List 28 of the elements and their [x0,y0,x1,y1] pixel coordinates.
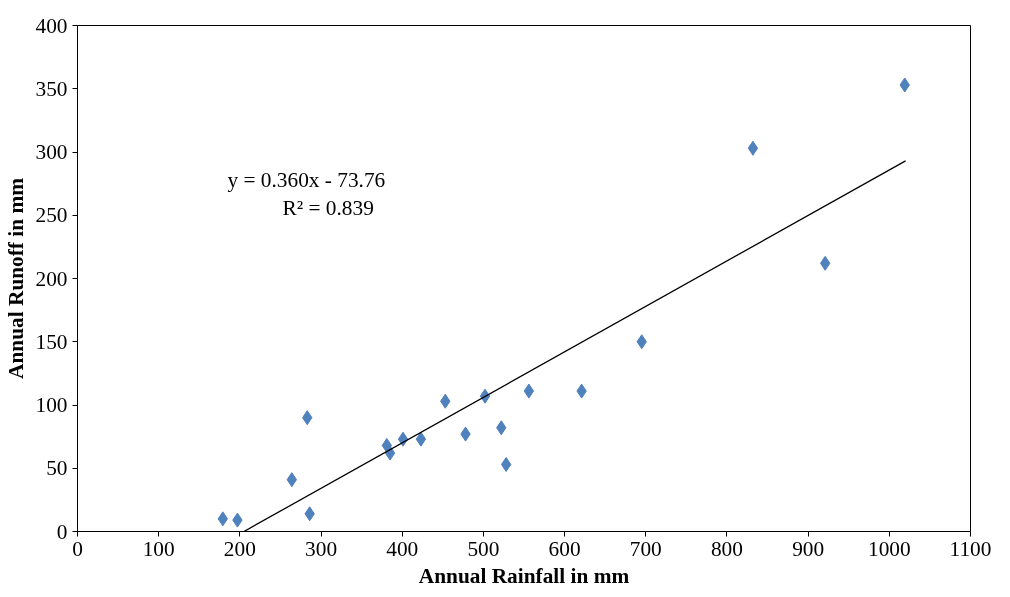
point [747,140,759,156]
x-tick-label: 400 [386,536,419,561]
annotation: R² = 0.839 [282,195,374,220]
x-tick-label: 300 [305,536,338,561]
y-tick-label: 150 [35,329,68,354]
y-tick-label: 400 [35,13,68,38]
x-axis-title: Annual Rainfall in mm [418,563,630,588]
y-tick-label: 0 [56,519,68,544]
x-tick-label: 1100 [949,536,992,561]
y-tick-label: 350 [35,76,68,101]
annotation: y = 0.360x - 73.76 [227,167,386,192]
x-tick-label: 1000 [867,536,911,561]
point [415,431,427,447]
x-tick-label: 500 [467,536,500,561]
point [500,456,512,472]
y-tick-label: 250 [35,203,68,228]
y-tick-label: 200 [35,266,68,291]
point [523,383,535,399]
x-tick-label: 600 [548,536,581,561]
y-axis-title: Annual Runoff in mm [3,177,28,379]
x-tick-label: 700 [629,536,662,561]
x-tick-label: 800 [710,536,743,561]
x-tick-label: 100 [142,536,175,561]
y-tick-label: 100 [35,393,68,417]
x-tick-label: 900 [792,536,825,561]
y-tick-label: 300 [35,140,68,164]
x-tick-label: 200 [223,536,256,561]
y-tick-label: 50 [46,456,68,481]
